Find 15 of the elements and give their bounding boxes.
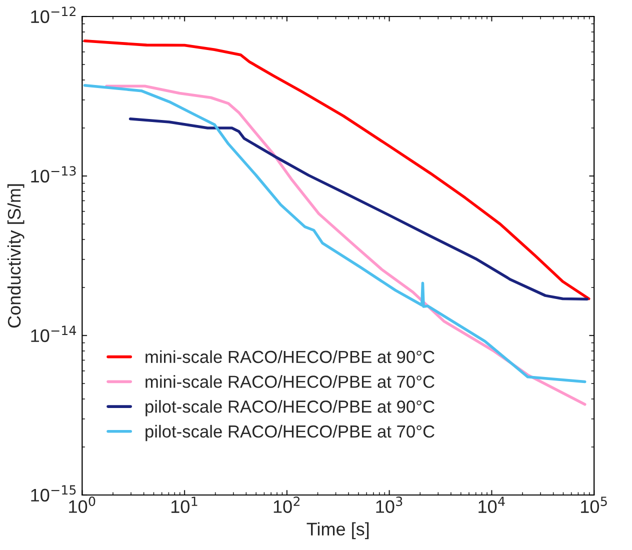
x-axis-title: Time [s] (306, 522, 369, 540)
legend-label: pilot-scale RACO/HECO/PBE at 90°C (146, 400, 434, 416)
y-tick-label: 10$^{−12}$ (31, 6, 76, 24)
x-tick-label: 10$^{3}$ (376, 496, 402, 513)
y-axis-title: Conductivity [S/m] (7, 184, 24, 328)
x-tick-label: 10$^{4}$ (478, 496, 505, 513)
x-tick-label: 10$^{5}$ (581, 496, 607, 513)
x-tick-label: 10$^{0}$ (69, 496, 96, 513)
legend-label: mini-scale RACO/HECO/PBE at 90°C (146, 350, 434, 364)
legend-label: mini-scale RACO/HECO/PBE at 70°C (146, 375, 434, 388)
x-tick-label: 10$^{2}$ (274, 496, 300, 513)
y-tick-label: 10$^{−14}$ (31, 326, 76, 342)
y-tick-label: 10$^{−13}$ (31, 166, 76, 183)
legend-label: pilot-scale RACO/HECO/PBE at 70°C (146, 424, 434, 442)
x-tick-label: 10$^{1}$ (171, 496, 198, 513)
